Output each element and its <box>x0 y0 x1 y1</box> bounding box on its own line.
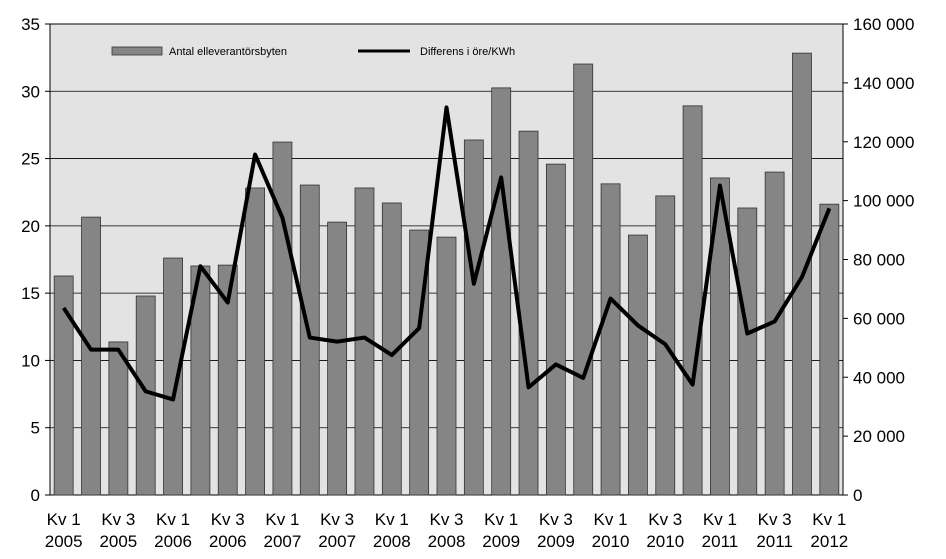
y-tick-label: 20 <box>21 217 40 236</box>
x-tick-label-line: Kv 1 <box>812 510 846 529</box>
x-tick-label-line: 2006 <box>209 532 247 551</box>
x-tick-label-line: Kv 1 <box>156 510 190 529</box>
x-tick-label: Kv 3 2010 <box>646 510 684 551</box>
line <box>61 105 832 402</box>
x-tick-label: Kv 1 2008 <box>373 510 411 551</box>
x-tick-label-line: Kv 3 <box>758 510 792 529</box>
x-tick-label: Kv 1 2007 <box>264 510 302 551</box>
x-tick-label-line: Kv 3 <box>320 510 354 529</box>
x-tick-label-line: Kv 1 <box>484 510 518 529</box>
x-tick-label-line: Kv 3 <box>648 510 682 529</box>
y-tick-label: 30 <box>21 82 40 101</box>
x-tick-label-line: 2012 <box>810 532 848 551</box>
bar <box>819 203 840 496</box>
x-tick-label-line: Kv 1 <box>375 510 409 529</box>
x-tick-label: Kv 1 2009 <box>482 510 520 551</box>
x-tick-label-line: Kv 3 <box>211 510 245 529</box>
x-tick-label-line: 2005 <box>99 532 137 551</box>
x-tick-label-line: 2009 <box>482 532 520 551</box>
x-tick-label-line: Kv 1 <box>594 510 628 529</box>
bar <box>682 105 703 496</box>
x-tick-label-line: 2011 <box>702 532 739 551</box>
x-tick-label: Kv 1 2005 <box>45 510 83 551</box>
bar <box>327 221 348 496</box>
x-tick-label: Kv 3 2011 <box>756 510 793 551</box>
x-tick-label-line: 2010 <box>646 532 684 551</box>
y2-tick-label: 40 000 <box>853 368 905 387</box>
y2-tick-label: 120 000 <box>853 133 914 152</box>
y2-tick-label: 160 000 <box>853 15 914 34</box>
y2-tick-label: 0 <box>853 486 862 505</box>
x-tick-label-line: Kv 1 <box>47 510 81 529</box>
x-tick-label-line: Kv 1 <box>265 510 299 529</box>
y2-tick-label: 20 000 <box>853 427 905 446</box>
x-tick-label-line: 2007 <box>264 532 302 551</box>
y-tick-label: 15 <box>21 284 40 303</box>
bar <box>245 187 265 496</box>
bar <box>217 264 238 496</box>
y-tick-label: 5 <box>31 419 40 438</box>
x-tick-label-line: 2010 <box>592 532 630 551</box>
y2-tick-label: 140 000 <box>853 74 914 93</box>
y-tick-label: 10 <box>21 351 40 370</box>
bar <box>491 87 512 496</box>
x-tick-label-line: Kv 3 <box>429 510 463 529</box>
bar <box>710 177 730 496</box>
bar <box>628 234 648 496</box>
bar <box>573 63 594 496</box>
x-tick-label: Kv 1 2011 <box>702 510 739 551</box>
x-tick-label: Kv 3 2009 <box>537 510 575 551</box>
bar <box>163 257 183 496</box>
y2-tick-label: 60 000 <box>853 309 905 328</box>
bar <box>436 236 457 496</box>
y2-tick-label: 100 000 <box>853 192 914 211</box>
bar <box>135 295 156 496</box>
x-tick-label-line: 2007 <box>318 532 356 551</box>
x-tick-label-line: 2005 <box>45 532 83 551</box>
y2-tick-label: 80 000 <box>853 251 905 270</box>
x-tick-label: Kv 1 2010 <box>592 510 630 551</box>
y-tick-label: 35 <box>21 15 40 34</box>
x-tick-label: Kv 3 2007 <box>318 510 356 551</box>
x-tick-label-line: 2008 <box>373 532 411 551</box>
bar <box>53 275 74 496</box>
bar <box>600 183 621 496</box>
y-tick-label: 0 <box>31 486 40 505</box>
bar <box>108 341 129 496</box>
x-tick-label-line: 2009 <box>537 532 575 551</box>
x-tick-label: Kv 3 2006 <box>209 510 247 551</box>
legend-label: Antal elleverantörsbyten <box>169 46 287 58</box>
x-tick-label: Kv 1 2012 <box>810 510 848 551</box>
bar <box>737 207 758 496</box>
legend-label: Differens i öre/KWh <box>420 46 515 58</box>
x-tick-label: Kv 3 2005 <box>99 510 137 551</box>
bar <box>463 139 484 496</box>
bar <box>764 171 785 496</box>
x-tick-label-line: 2006 <box>154 532 192 551</box>
bar <box>518 130 539 496</box>
x-tick-label-line: 2011 <box>756 532 793 551</box>
x-tick-label: Kv 3 2008 <box>428 510 466 551</box>
bar <box>81 216 101 496</box>
x-tick-label-line: Kv 1 <box>703 510 737 529</box>
bar <box>272 141 293 496</box>
x-tick-label: Kv 1 2006 <box>154 510 192 551</box>
x-tick-label-line: 2008 <box>428 532 466 551</box>
x-tick-label-line: Kv 3 <box>539 510 573 529</box>
x-tick-label-line: Kv 3 <box>101 510 135 529</box>
bar <box>545 163 566 496</box>
legend-swatch <box>111 46 163 56</box>
y-tick-label: 25 <box>21 150 40 169</box>
